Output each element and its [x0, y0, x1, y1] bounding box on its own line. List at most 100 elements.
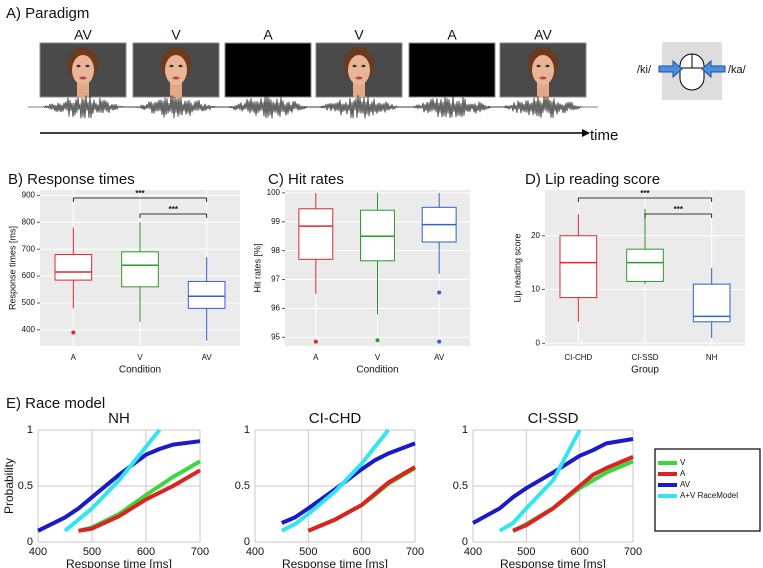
x-tick-label: 400: [464, 546, 482, 558]
x-tick-label: NH: [706, 353, 718, 362]
eye: [545, 64, 550, 68]
legend-label: A: [680, 469, 686, 478]
box: [692, 283, 731, 323]
y-tick-label: 400: [22, 325, 36, 334]
x-tick-label: 500: [299, 546, 317, 558]
x-tick-label: V: [137, 353, 143, 362]
y-tick-label: 99: [271, 217, 280, 226]
series-line: [498, 429, 582, 533]
mouth: [172, 76, 180, 80]
significance-label: ***: [640, 189, 650, 198]
neck: [170, 81, 182, 97]
series-line: [307, 465, 417, 533]
box: [298, 208, 334, 260]
response-label: /ki/: [637, 64, 652, 76]
y-tick-label: 100: [267, 188, 281, 197]
eye: [85, 64, 90, 68]
y-tick-label: 95: [271, 332, 280, 341]
y-tick-label: 600: [22, 271, 36, 280]
x-tick-label: 500: [83, 546, 101, 558]
waveform: [28, 95, 138, 119]
x-tick-label: A: [71, 353, 77, 362]
x-tick-label: V: [375, 353, 381, 362]
box: [187, 280, 226, 309]
significance-bracket: [577, 197, 713, 202]
y-tick-label: 97: [271, 275, 280, 284]
series-line: [63, 428, 162, 533]
significance-bracket: [72, 197, 208, 202]
x-tick-label: 700: [624, 546, 642, 558]
y-tick-label: 98: [271, 246, 280, 255]
waveform: [121, 95, 231, 119]
chart-title: C) Hit rates: [268, 171, 344, 188]
box: [121, 251, 159, 288]
frame-label: AV: [74, 27, 92, 43]
mouth: [539, 76, 547, 80]
legend-label: V: [680, 458, 686, 467]
box: [626, 248, 664, 282]
y-tick-label: 1: [27, 424, 33, 436]
y-tick-label: 900: [22, 190, 36, 199]
face: [348, 55, 370, 85]
neck: [77, 81, 89, 97]
eye: [178, 64, 183, 68]
outlier: [375, 338, 380, 343]
chart-title: NH: [108, 410, 130, 427]
eye: [169, 64, 174, 68]
x-tick-label: 600: [137, 546, 155, 558]
significance-label: ***: [674, 205, 684, 214]
screen: [408, 42, 496, 98]
chart-title: CI-SSD: [528, 410, 579, 427]
x-tick-label: A: [313, 353, 319, 362]
box: [559, 235, 598, 299]
y-tick-label: 0: [27, 536, 33, 548]
x-tick-label: CI-CHD: [564, 353, 592, 362]
significance-label: ***: [169, 205, 179, 214]
mouse-icon: [658, 42, 726, 100]
face: [72, 55, 94, 85]
significance-bracket: [139, 213, 208, 218]
frame-label: V: [354, 27, 364, 43]
x-tick-label: 600: [570, 546, 588, 558]
outlier: [437, 290, 442, 295]
eye: [536, 64, 541, 68]
panel-title: E) Race model: [6, 395, 105, 412]
eye: [361, 64, 366, 68]
y-tick-label: 0: [462, 536, 468, 548]
frame-label: V: [171, 27, 181, 43]
y-tick-label: 0.5: [18, 480, 33, 492]
x-tick-label: 600: [352, 546, 370, 558]
panel-title: A) Paradigm: [6, 5, 89, 22]
significance-label: ***: [135, 189, 145, 198]
outlier: [71, 330, 76, 335]
y-tick-label: 10: [531, 285, 540, 294]
waveform: [488, 96, 598, 118]
legend-label: A+V RaceModel: [680, 491, 738, 500]
x-tick-label: 700: [191, 546, 209, 558]
x-tick-label: 400: [246, 546, 264, 558]
box: [54, 254, 93, 281]
neck: [537, 81, 549, 97]
frame-label: A: [263, 27, 273, 43]
face: [165, 55, 187, 85]
mouth: [355, 76, 363, 80]
y-tick-label: 0.5: [453, 480, 468, 492]
x-axis-label: Response time [ms]: [282, 557, 388, 568]
chart-title: B) Response times: [8, 171, 135, 188]
series-line: [78, 459, 202, 533]
y-axis-label: Hit rates [%]: [252, 243, 262, 292]
y-tick-label: 800: [22, 217, 36, 226]
waveform: [304, 95, 414, 119]
frame-label: AV: [534, 27, 552, 43]
outlier: [437, 339, 442, 344]
frame-label: A: [447, 27, 457, 43]
chart-title: D) Lip reading score: [525, 171, 660, 188]
outlier: [313, 339, 318, 344]
screen: [224, 42, 312, 98]
series-line: [472, 437, 634, 525]
y-tick-label: 0.5: [235, 480, 250, 492]
chart-title: CI-CHD: [309, 410, 362, 427]
y-tick-label: 1: [244, 424, 250, 436]
y-tick-label: 20: [531, 231, 540, 240]
